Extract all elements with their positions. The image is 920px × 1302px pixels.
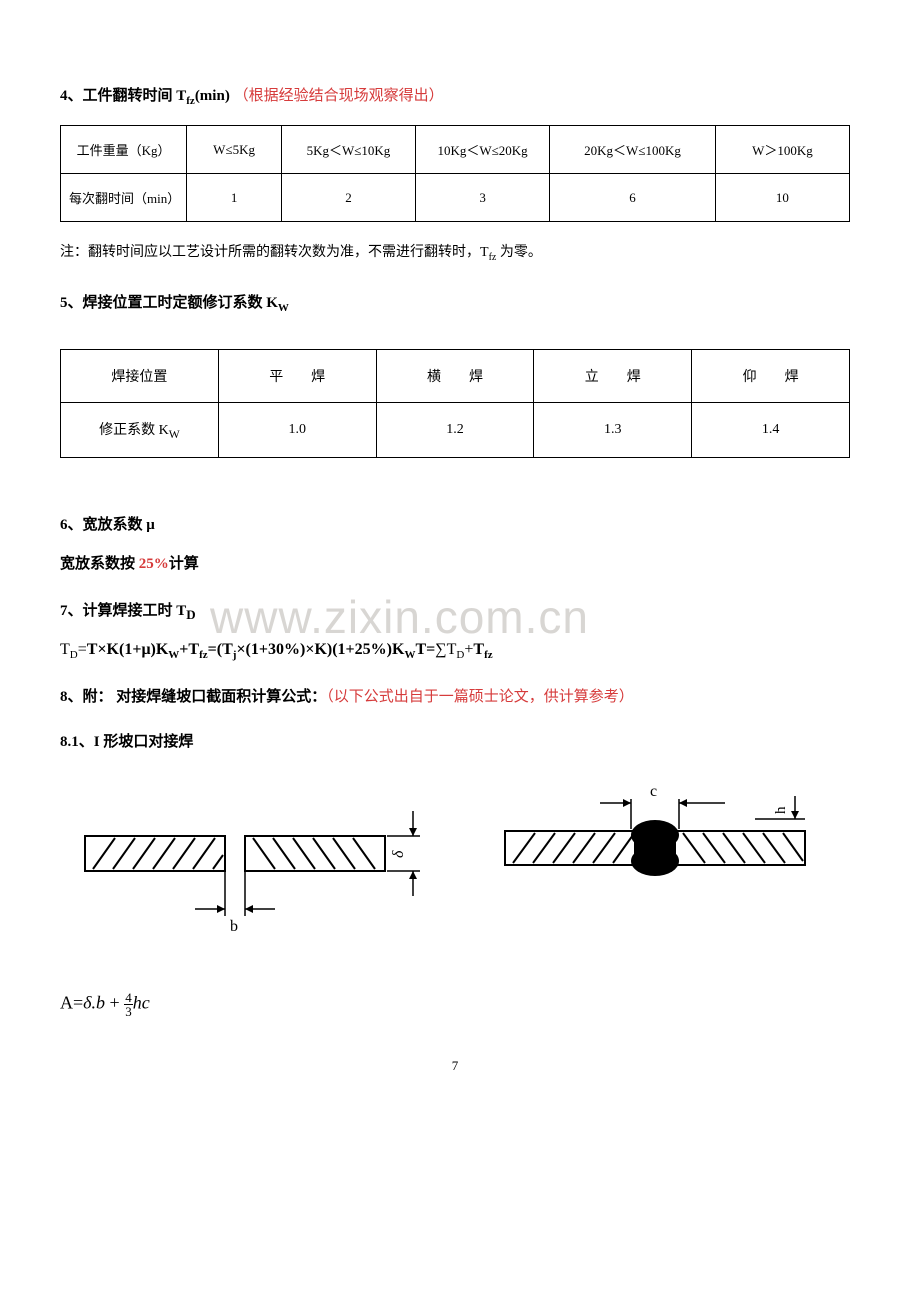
s4-heading-red: （根据经验结合现场观察得出）	[234, 88, 444, 104]
table-row: 焊接位置 平 焊 横 焊 立 焊 仰 焊	[61, 349, 850, 402]
s6-body-suffix: 计算	[169, 556, 199, 572]
cell: 10	[715, 174, 849, 222]
section-5-heading: 5、焊接位置工时定额修订系数 KW	[60, 291, 850, 314]
note-suffix: 为零。	[496, 245, 542, 260]
section-6-body: 宽放系数按 25%计算	[60, 552, 850, 573]
label-h: h	[773, 806, 789, 814]
cell: 立 焊	[534, 349, 692, 402]
cell: 2	[281, 174, 415, 222]
s6-body-pct: 25%	[139, 556, 169, 572]
cell: 每次翻时间（min）	[61, 174, 187, 222]
label-delta: δ	[390, 850, 407, 858]
s4-heading-prefix: 4、工件翻转时间 T	[60, 88, 186, 104]
cell: 仰 焊	[692, 349, 850, 402]
s5-heading-sub: W	[278, 302, 289, 314]
fa-hc: hc	[133, 992, 150, 1012]
table-row: 修正系数 KW 1.0 1.2 1.3 1.4	[61, 402, 850, 457]
cell: 平 焊	[218, 349, 376, 402]
cell: 10Kg＜W≤20Kg	[416, 126, 550, 174]
cell: 修正系数 KW	[61, 402, 219, 457]
section-8-heading: 8、附： 对接焊缝坡口截面积计算公式：（以下公式出自于一篇硕士论文，供计算参考）	[60, 685, 850, 706]
fa-delta: δ	[83, 992, 91, 1012]
table-row: 每次翻时间（min） 1 2 3 6 10	[61, 174, 850, 222]
frac-num: 4	[124, 991, 133, 1005]
cell: 1.3	[534, 402, 692, 457]
fa-prefix: A=	[60, 992, 83, 1012]
cell: 5Kg＜W≤10Kg	[281, 126, 415, 174]
section-7-heading: 7、计算焊接工时 TD	[60, 599, 850, 623]
cell: 焊接位置	[61, 349, 219, 402]
s8-black: 8、附： 对接焊缝坡口截面积计算公式：	[60, 689, 326, 705]
cell: 横 焊	[376, 349, 534, 402]
kw-prefix: 修正系数 K	[99, 423, 169, 438]
s4-heading-suffix: (min)	[195, 88, 230, 104]
table-row: 工件重量（Kg） W≤5Kg 5Kg＜W≤10Kg 10Kg＜W≤20Kg 20…	[61, 126, 850, 174]
page-number: 7	[60, 1058, 850, 1074]
section-4-note: 注：翻转时间应以工艺设计所需的翻转次数为准，不需进行翻转时，Tfz 为零。	[60, 240, 850, 267]
section-4-heading: 4、工件翻转时间 Tfz(min) （根据经验结合现场观察得出）	[60, 84, 850, 107]
note-prefix: 注：翻转时间应以工艺设计所需的翻转次数为准，不需进行翻转时，T	[60, 245, 489, 260]
s8-red: （以下公式出自于一篇硕士论文，供计算参考）	[326, 689, 634, 705]
label-c: c	[650, 783, 657, 800]
cell: W＞100Kg	[715, 126, 849, 174]
kw-sub: W	[169, 428, 180, 441]
formula-td: TD=T×K(1+μ)KW+Tfz=(Tj×(1+30%)×K)(1+25%)K…	[60, 641, 850, 661]
cell: 1.0	[218, 402, 376, 457]
table-section-5: 焊接位置 平 焊 横 焊 立 焊 仰 焊 修正系数 KW 1.0 1.2 1.3…	[60, 349, 850, 458]
s5-heading-prefix: 5、焊接位置工时定额修订系数 K	[60, 295, 278, 311]
fa-dotb: .b	[92, 992, 106, 1012]
label-b: b	[230, 918, 238, 935]
diagram-container: b δ	[65, 781, 850, 951]
fa-plus: +	[105, 992, 124, 1012]
cell: 工件重量（Kg）	[61, 126, 187, 174]
cell: 6	[550, 174, 716, 222]
section-81-heading: 8.1、I 形坡口对接焊	[60, 730, 850, 751]
s4-heading-sub: fz	[186, 95, 195, 107]
diagram-i-groove-right: c h	[495, 781, 825, 911]
table-section-4: 工件重量（Kg） W≤5Kg 5Kg＜W≤10Kg 10Kg＜W≤20Kg 20…	[60, 125, 850, 222]
fraction-icon: 43	[124, 991, 133, 1018]
frac-den: 3	[124, 1005, 133, 1018]
cell: 1.2	[376, 402, 534, 457]
s7-heading-sub: D	[186, 607, 195, 622]
s7-heading-prefix: 7、计算焊接工时 T	[60, 603, 186, 619]
cell: 20Kg＜W≤100Kg	[550, 126, 716, 174]
cell: W≤5Kg	[187, 126, 282, 174]
cell: 1.4	[692, 402, 850, 457]
s6-body-prefix: 宽放系数按	[60, 556, 139, 572]
section-6-heading: 6、宽放系数 μ	[60, 513, 850, 534]
cell: 3	[416, 174, 550, 222]
cell: 1	[187, 174, 282, 222]
formula-a: A=δ.b + 43hc	[60, 991, 850, 1018]
diagram-i-groove-left: b δ	[65, 781, 435, 951]
